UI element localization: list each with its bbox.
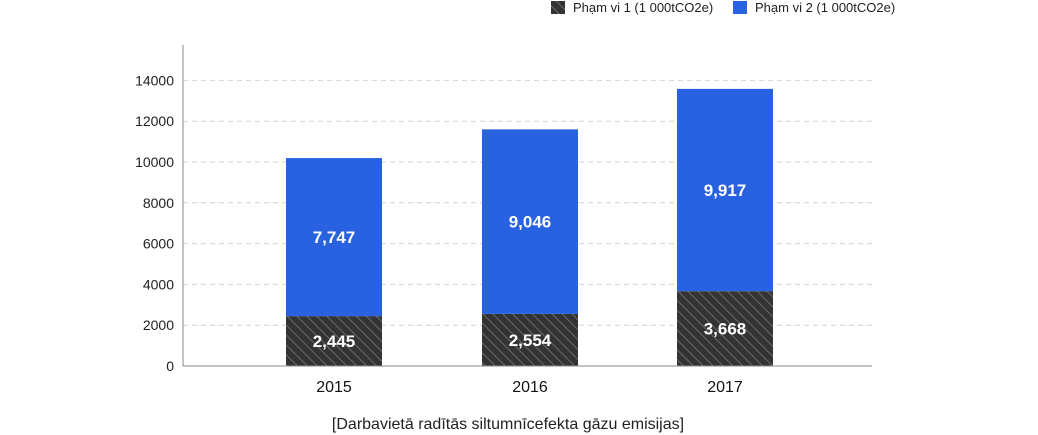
- chart-caption: [Darbavietā radītās siltumnīcefekta gāzu…: [332, 416, 684, 433]
- data-label: 2,554: [509, 331, 552, 350]
- data-label: 9,917: [704, 181, 747, 200]
- y-tick-label: 8000: [143, 195, 174, 211]
- y-tick-label: 2000: [143, 317, 174, 333]
- y-tick-label: 6000: [143, 236, 174, 252]
- bar-segment: [677, 291, 773, 366]
- x-axis-ticks: 2015 2016 2017: [316, 379, 743, 396]
- x-tick-label: 2017: [707, 379, 743, 396]
- bar-segment: [482, 313, 578, 366]
- x-tick-label: 2015: [316, 379, 352, 396]
- legend-label: Phạm vi 1 (1 000tCO2e): [573, 0, 713, 15]
- bars: 2,445 7,747 2,554 9,046 3,668 9,917: [286, 88, 773, 366]
- legend-label: Phạm vi 2 (1 000tCO2e): [755, 0, 895, 15]
- y-tick-label: 4000: [143, 276, 174, 292]
- y-tick-label: 12000: [135, 113, 174, 129]
- x-tick-label: 2016: [512, 379, 548, 396]
- y-tick-label: 0: [166, 358, 174, 374]
- axes: [182, 45, 872, 367]
- bar-segment: [677, 88, 773, 292]
- y-tick-label: 14000: [135, 72, 174, 88]
- bar-segment: [286, 158, 382, 317]
- legend: Phạm vi 1 (1 000tCO2e) Phạm vi 2 (1 000tC…: [551, 0, 895, 15]
- data-label: 9,046: [509, 213, 552, 232]
- data-label: 3,668: [704, 320, 747, 339]
- y-tick-label: 10000: [135, 154, 174, 170]
- legend-swatch: [551, 1, 565, 14]
- data-label: 2,445: [313, 332, 356, 351]
- bar-segment: [286, 316, 382, 366]
- legend-swatch: [733, 1, 747, 14]
- bar-segment: [482, 129, 578, 314]
- y-axis-ticks: 0 2000 4000 6000 8000 10000 12000 14000: [135, 72, 174, 374]
- data-label: 7,747: [313, 228, 356, 247]
